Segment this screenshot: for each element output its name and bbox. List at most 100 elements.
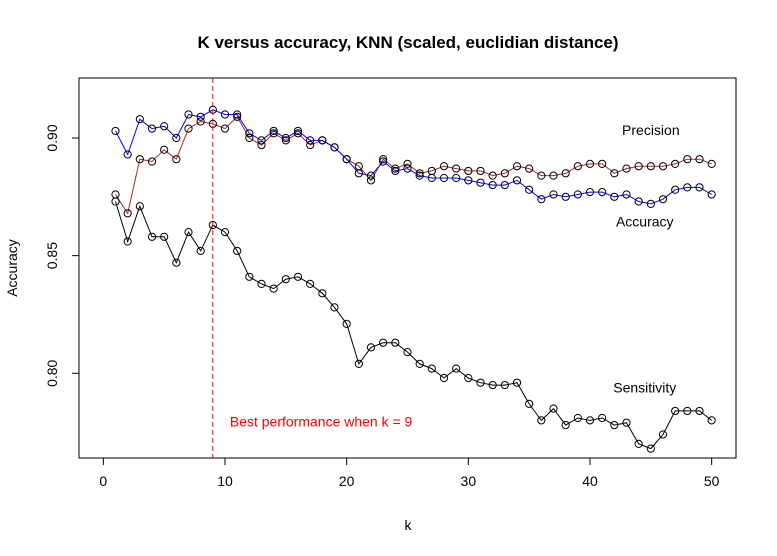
sensitivity-point [245,272,254,281]
accuracy-point [585,188,595,197]
precision-point [123,209,132,218]
sensitivity-point [366,343,376,352]
accuracy-point [220,110,230,119]
accuracy-point [658,195,668,204]
accuracy-point [707,190,716,199]
x-tick-label: 30 [461,473,477,489]
sensitivity-series [111,197,716,453]
sensitivity-point [610,420,619,430]
accuracy-point [525,185,534,194]
precision-point [598,159,607,168]
precision-point [622,164,631,173]
accuracy-point [318,136,327,145]
accuracy-point [537,195,546,204]
accuracy-point [512,176,522,185]
sensitivity-point [525,399,534,408]
precision-point [512,162,522,171]
precision-point [111,190,120,199]
sensitivity-point [622,418,631,427]
precision-point [403,159,412,168]
x-tick-label: 50 [704,473,720,489]
y-tick-label: 0.90 [44,124,60,151]
sensitivity-point [172,258,181,267]
accuracy-point [269,126,278,136]
accuracy-point [500,180,509,190]
accuracy-point [671,185,680,194]
accuracy-point [172,133,181,143]
sensitivity-point [196,246,205,256]
chart-title: K versus accuracy, KNN (scaled, euclidia… [197,33,618,52]
annotation-layer: Precision Accuracy Sensitivity Best perform… [212,78,680,458]
best-k-annotation: Best performance when k = 9 [230,414,413,430]
sensitivity-point [257,279,266,288]
precision-point [671,159,680,168]
precision-point [233,112,242,121]
accuracy-point [646,199,655,208]
accuracy-point [379,157,388,166]
accuracy-series [111,105,716,208]
sensitivity-point [379,338,388,347]
sensitivity-point [293,272,303,281]
sensitivity-point [403,348,412,357]
accuracy-point [427,173,436,183]
precision-point [147,157,157,166]
precision-point [196,117,205,126]
sensitivity-point [537,416,546,425]
precision-point [220,124,230,133]
sensitivity-point [695,406,704,416]
sensitivity-point [220,228,230,237]
sensitivity-line [115,201,713,450]
precision-point [646,162,655,171]
y-axis: 0.80 0.85 0.90 [44,124,80,387]
sensitivity-point [208,220,217,230]
accuracy-line [115,109,712,205]
accuracy-point [111,126,120,136]
sensitivity-point [330,303,339,312]
precision-point [160,145,169,154]
y-axis-label: Accuracy [4,239,20,297]
sensitivity-point [123,237,132,246]
precision-point [172,155,181,164]
accuracy-point [293,126,303,136]
y-tick-label: 0.80 [44,359,60,386]
x-axis: 0 10 20 30 40 50 [99,457,720,489]
accuracy-point [354,169,363,178]
sensitivity-point [561,420,570,430]
sensitivity-point [281,275,290,284]
precision-point [525,164,534,173]
sensitivity-point [415,359,424,368]
sensitivity-point [585,416,595,425]
x-tick-label: 0 [99,473,107,489]
precision-point [452,164,461,173]
sensitivity-point [306,279,315,288]
accuracy-point [281,133,290,143]
series-label: Precision [622,122,680,138]
precision-point [245,133,254,143]
sensitivity-point [427,364,436,373]
accuracy-point [683,183,692,192]
sensitivity-point [342,319,351,328]
x-axis-label: k [405,517,413,533]
sensitivity-point [598,413,607,423]
sensitivity-point [488,380,497,390]
accuracy-point [476,178,485,187]
series-layer [111,105,716,453]
accuracy-point [415,171,424,180]
sensitivity-point [658,430,668,439]
accuracy-point [184,110,193,119]
precision-point [379,155,388,164]
precision-point [537,171,546,180]
sensitivity-point [573,413,582,423]
precision-point [585,159,595,168]
series-label: Sensitivity [613,379,676,395]
accuracy-point [622,190,631,199]
sensitivity-point [671,406,680,416]
sensitivity-point [160,232,169,241]
precision-point [610,169,619,178]
precision-point [658,162,668,171]
sensitivity-point [683,406,692,416]
sensitivity-point [318,289,327,298]
sensitivity-point [512,378,522,387]
precision-point [306,140,315,150]
precision-point [634,162,643,171]
